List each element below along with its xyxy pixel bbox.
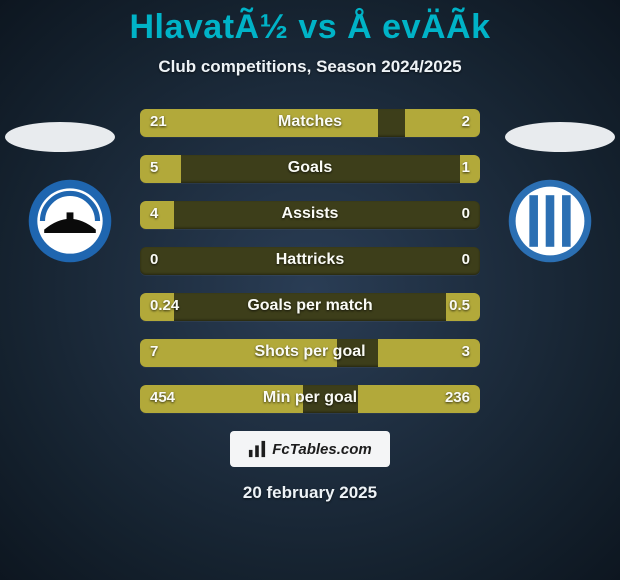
page-title: HlavatÃ½ vs Å evÄÃk [0, 0, 620, 47]
player-photo-left-placeholder [5, 122, 115, 152]
stat-value-right: 0 [462, 205, 470, 222]
stat-value-left: 454 [150, 389, 175, 406]
stat-row: Goals per match0.24 0.5 [140, 293, 480, 321]
page-subtitle: Club competitions, Season 2024/2025 [0, 57, 620, 77]
stat-value-right: 2 [462, 113, 470, 130]
stat-value-left: 0.24 [150, 297, 179, 314]
stat-label: Goals per match [140, 297, 480, 315]
stat-value-left: 4 [150, 205, 158, 222]
stats-container: Matches212Goals51Assists40Hattricks00Goa… [140, 109, 480, 413]
club-badge-left-icon [27, 178, 113, 264]
stat-value-left: 21 [150, 113, 167, 130]
club-badge-right-icon [507, 178, 593, 264]
player-photo-right-placeholder [505, 122, 615, 152]
stat-value-right: 3 [462, 343, 470, 360]
club-badge-right [507, 178, 593, 264]
stat-value-right: 236 [445, 389, 470, 406]
stat-label: Hattricks [140, 251, 480, 269]
stat-label: Matches [140, 113, 480, 131]
stat-value-left: 0 [150, 251, 158, 268]
stat-value-left: 7 [150, 343, 158, 360]
stat-row: Min per goal454 236 [140, 385, 480, 413]
stat-row: Hattricks0 0 [140, 247, 480, 275]
stat-label: Goals [140, 159, 480, 177]
stat-value-left: 5 [150, 159, 158, 176]
stat-row: Goals5 1 [140, 155, 480, 183]
stat-label: Min per goal [140, 389, 480, 407]
stat-value-right: 0.5 [449, 297, 470, 314]
stat-row: Assists4 0 [140, 201, 480, 229]
stat-label: Assists [140, 205, 480, 223]
stat-row: Shots per goal7 3 [140, 339, 480, 367]
stat-value-right: 1 [462, 159, 470, 176]
brand-chart-icon [248, 440, 266, 458]
stat-row: Matches21 2 [140, 109, 480, 137]
page-date: 20 february 2025 [0, 483, 620, 503]
club-badge-left [27, 178, 113, 264]
stat-value-right: 0 [462, 251, 470, 268]
brand-badge: FcTables.com [230, 431, 390, 467]
brand-text: FcTables.com [272, 441, 371, 458]
stat-label: Shots per goal [140, 343, 480, 361]
